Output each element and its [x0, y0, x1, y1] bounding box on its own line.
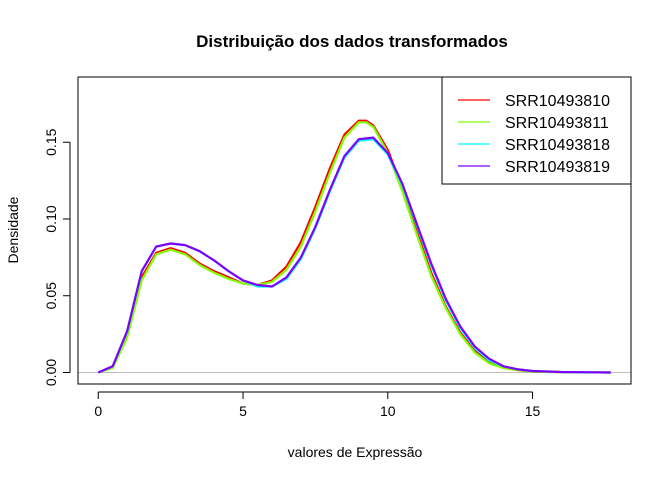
x-tick-label: 10 [380, 403, 396, 419]
y-tick-label: 0.05 [43, 282, 59, 309]
legend-box [441, 76, 632, 185]
plot-lines [78, 119, 631, 374]
x-tick-label: 0 [94, 403, 102, 419]
chart-title: Distribuição dos dados transformados [196, 32, 508, 51]
legend-label: SRR10493811 [505, 115, 609, 132]
y-tick-label: 0.10 [43, 205, 59, 232]
series-line-srr10493811 [97, 121, 611, 374]
legend-label: SRR10493810 [505, 93, 610, 110]
series-line-srr10493819 [97, 136, 611, 374]
y-tick-label: 0.15 [43, 128, 59, 155]
x-tick-label: 15 [525, 403, 541, 419]
y-tick-label: 0.00 [43, 359, 59, 386]
legend-label: SRR10493818 [505, 137, 610, 154]
axes: 0 5 10 15 0.00 0.05 0.10 0.15 [43, 128, 541, 419]
legend: SRR10493810 SRR10493811 SRR10493818 SRR1049… [441, 76, 632, 185]
x-tick-label: 5 [239, 403, 247, 419]
legend-label: SRR10493819 [505, 159, 610, 176]
x-axis-label: valores de Expressão [288, 444, 423, 460]
y-axis-label: Densidade [5, 196, 21, 263]
plot-frame [77, 76, 632, 385]
